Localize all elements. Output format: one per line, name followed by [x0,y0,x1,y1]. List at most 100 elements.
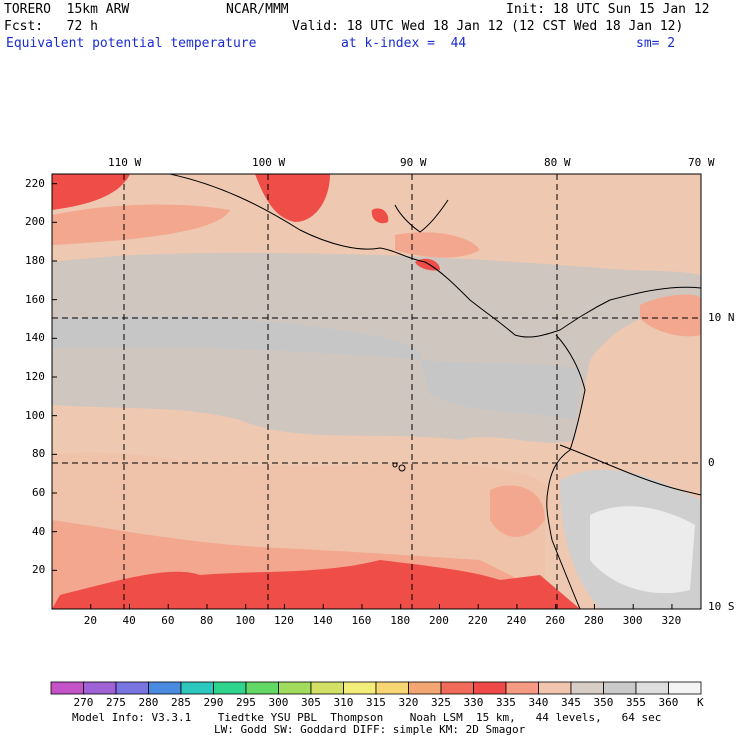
colorbar-swatch [213,681,247,695]
colorbar-swatch [538,681,572,695]
latlon-grid [52,174,701,609]
k-index: at k-index = 44 [341,36,467,51]
center-name: NCAR/MMM [226,2,289,17]
colorbar-label: 300 [268,696,289,709]
y-tick-label: 160 [25,292,45,306]
colorbar-swatch [473,681,507,695]
y-tick-label: 120 [25,370,45,383]
lon-label: 90 W [400,156,427,169]
model-title: TORERO 15km ARW [4,2,130,17]
lat-label: 10 N [708,311,735,324]
colorbar-label: 275 [106,696,126,709]
x-tick-label: 80 [199,614,214,627]
colorbar-swatch [408,681,442,695]
colorbar-swatch [570,681,604,695]
colorbar-swatch [505,681,539,695]
x-tick-label: 240 [506,614,527,627]
field-salmon-caribbean [640,294,701,337]
galapagos-islands [398,464,406,472]
x-tick-label: 180 [390,614,411,627]
colorbar-swatch [148,681,182,695]
x-tick-label: 120 [273,614,294,627]
model-info: Model Info: V3.3.1 Tiedtke YSU PBL Thomp… [72,711,662,724]
colorbar-swatch [115,681,149,695]
colorbar-label: 305 [301,696,321,709]
x-tick-label: 40 [122,614,136,627]
colorbar-label: 335 [496,696,516,709]
lon-label: 100 W [252,156,286,169]
colorbar-swatch [375,681,409,695]
plot-frame [51,173,702,610]
lat-label: 0 [708,456,715,469]
x-tick-label: 100 [235,614,256,627]
colorbar-label: 295 [236,696,256,709]
x-tick-label: 220 [467,614,488,627]
colorbar-label: 325 [431,696,451,709]
colorbar-swatch [343,681,377,695]
x-tick-label: 140 [312,614,333,627]
colorbar-label: 290 [203,696,224,709]
field-red-yucatan [371,208,389,224]
x-tick-label: 160 [351,614,372,627]
field-red-nw [52,174,130,210]
colorbar-swatch [635,681,669,695]
colorbar-swatch [83,681,117,695]
init-time: Init: 18 UTC Sun 15 Jan 12 [506,2,710,17]
field-white-andes [590,506,695,594]
y-tick-label: 20 [32,563,46,577]
lat-label: 10 S [708,600,735,613]
colorbar-label: 320 [398,696,419,709]
colorbar-label: 355 [626,696,646,709]
y-tick-label: 180 [25,254,45,267]
x-tick-label: 200 [428,614,449,627]
lon-label: 80 W [544,156,571,169]
y-tick-label: 200 [25,215,45,229]
forecast-hour: Fcst: 72 h [4,19,98,34]
field-salmon-peru [490,485,545,537]
x-tick-label: 60 [161,614,175,627]
y-tick-label: 80 [32,447,46,461]
field-grey-patch-2 [420,360,580,420]
y-tick-label: 60 [32,486,46,499]
x-tick-label: 260 [545,614,566,627]
lon-label: 110 W [108,156,142,169]
field-salmon-central-am [395,232,480,258]
colorbar-swatch [278,681,312,695]
colorbar-label: 285 [171,696,191,709]
coastline-pacific-north [169,174,701,338]
colorbar-label: 350 [593,696,614,709]
smoothing: sm= 2 [636,36,676,51]
colorbar-swatch [310,681,344,695]
y-tick-label: 220 [25,176,45,190]
colorbar-swatch [603,681,637,695]
colorbar [50,681,702,695]
x-tick-label: 20 [83,614,97,627]
colorbar-label: 360 [658,696,679,709]
field-red-south [52,560,580,609]
colorbar-label: 270 [73,696,94,709]
field-red-mexico [255,174,330,222]
colorbar-unit: K [697,696,704,709]
valid-time: Valid: 18 UTC Wed 18 Jan 12 (12 CST Wed … [292,19,684,34]
colorbar-swatch [50,681,84,695]
colorbar-swatch [245,681,279,695]
field-salmon-north [52,204,230,245]
coastline-south-america [546,334,586,609]
y-tick-label: 100 [25,408,45,422]
colorbar-label: 315 [366,696,386,709]
colorbar-label: 330 [463,696,484,709]
y-tick-label: 140 [25,331,45,345]
axis-ticks [52,183,673,609]
x-tick-label: 320 [661,614,682,627]
colorbar-label: 345 [561,696,581,709]
coastline-yucatan [394,199,449,233]
x-tick-label: 300 [622,614,643,627]
x-tick-label: 280 [583,614,604,627]
y-tick-label: 40 [32,524,46,538]
lon-label: 70 W [688,156,715,169]
field-grey-patch-1 [52,315,422,360]
colorbar-swatch [668,681,702,695]
colorbar-swatch [180,681,214,695]
colorbar-swatch [440,681,474,695]
